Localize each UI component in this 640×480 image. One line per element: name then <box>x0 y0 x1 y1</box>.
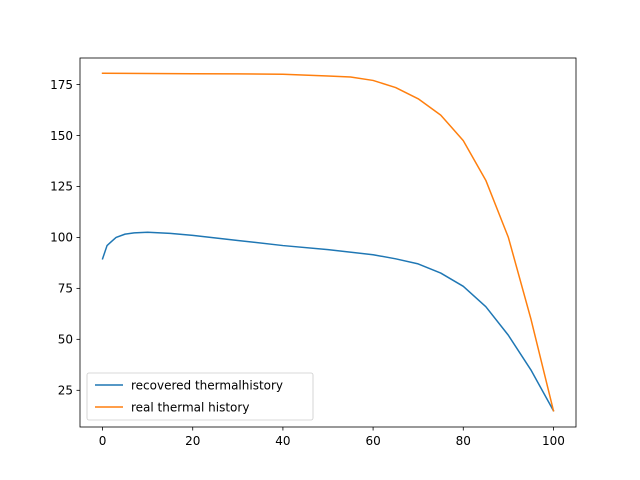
y-axis: 25 50 75 100 125 150 175 <box>50 78 80 398</box>
plot-frame <box>79 57 577 428</box>
y-tick-label: 175 <box>50 78 73 92</box>
y-tick-label: 25 <box>58 384 73 398</box>
x-tick-label: 60 <box>365 434 380 448</box>
series-line-recovered <box>101 231 555 412</box>
legend-box <box>86 372 314 421</box>
y-tick-label: 50 <box>58 333 73 347</box>
x-axis: 0 20 40 60 80 100 <box>99 427 565 448</box>
y-tick-label: 100 <box>50 231 73 245</box>
y-tick-label: 75 <box>58 282 73 296</box>
x-tick-label: 40 <box>275 434 290 448</box>
x-tick-label: 80 <box>456 434 471 448</box>
x-tick-label: 20 <box>185 434 200 448</box>
y-tick-label: 125 <box>50 180 73 194</box>
x-tick-label: 0 <box>99 434 107 448</box>
x-tick-label: 100 <box>542 434 565 448</box>
series-layer <box>101 72 555 412</box>
y-tick-label: 150 <box>50 129 73 143</box>
series-line-real <box>101 72 555 412</box>
legend-label-real: real thermal history <box>131 401 249 415</box>
plot-area-background <box>80 58 576 427</box>
legend-label-recovered: recovered thermalhistory <box>131 379 283 393</box>
legend: recovered thermalhistory real thermal hi… <box>86 372 314 421</box>
